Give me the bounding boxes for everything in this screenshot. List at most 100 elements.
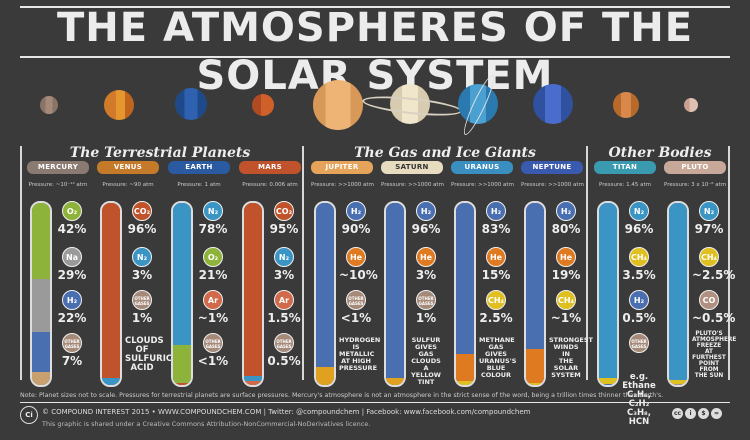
gas-entry: N₂ 3%	[267, 247, 301, 282]
composition-segment	[244, 375, 262, 382]
pressure-label: Pressure: 0.006 atm	[242, 182, 298, 188]
footer-rule	[20, 402, 730, 403]
gas-percentage: 95%	[269, 222, 299, 236]
uranus-illustration	[458, 84, 498, 124]
gas-entry: CH₄ ~2.5%	[692, 247, 736, 282]
gas-percentage: 1%	[131, 311, 153, 325]
footnote: Note: Planet sizes not to scale. Pressur…	[20, 392, 664, 399]
composition-segment	[456, 203, 474, 355]
gas-entry: OTHER GASES <1%	[196, 333, 230, 368]
gas-icon: Ar	[274, 290, 294, 310]
planet-note: HYDROGEN IS METALLIC AT HIGH PRESSURE	[339, 336, 381, 372]
gas-icon: Ar	[203, 290, 223, 310]
composition-segment	[456, 354, 474, 382]
composition-segment	[456, 381, 474, 385]
planet-note: METHANE GAS GIVES URANUS'S BLUE COLOUR	[479, 336, 517, 379]
gas-icon: CO₂	[132, 201, 152, 221]
gas-entry: He 19%	[549, 247, 583, 282]
gas-icon: OTHER GASES	[416, 290, 436, 310]
gas-icon: N₂	[274, 247, 294, 267]
composition-segment	[669, 203, 687, 380]
compound-interest-logo: Ci	[20, 406, 38, 424]
gas-icon: H₂	[62, 290, 82, 310]
gas-percentage: 1.5%	[267, 311, 301, 325]
gas-entry: CO₂ 95%	[267, 201, 301, 236]
pressure-label: Pressure: 3 x 10⁻⁶ atm	[664, 182, 727, 188]
composition-segment	[173, 203, 191, 345]
planet-name-label: MARS	[239, 161, 301, 174]
composition-bar	[100, 201, 122, 387]
gas-entry: CH₄ ~1%	[549, 290, 583, 325]
planet-name-label: TITAN	[594, 161, 656, 174]
pressure-label: Pressure: >>1000 atm	[381, 182, 444, 188]
gas-percentage: 2.5%	[479, 311, 513, 325]
gas-entry: CO ~0.5%	[692, 290, 735, 325]
gas-icon: He	[346, 247, 366, 267]
pluto-illustration	[684, 98, 698, 112]
gas-icon: N₂	[132, 247, 152, 267]
planet-column-jupiter: JUPITER Pressure: >>1000 atm H₂ 90% He ~10% OT…	[311, 161, 381, 387]
gas-entry: OTHER GASES 0.5%	[267, 333, 301, 368]
gas-icon: OTHER GASES	[346, 290, 366, 310]
composition-segment	[316, 366, 334, 385]
gas-icon: CO	[699, 290, 719, 310]
planet-column-titan: TITAN Pressure: 1.45 atm N₂ 96% CH₄ 3.5% H₂ 0.5…	[594, 161, 656, 427]
gas-entry: OTHER GASES 7%	[55, 333, 89, 368]
composition-segment	[244, 381, 262, 385]
planet-column-venus: VENUS Pressure: ~90 atm CO₂ 96% N₂ 3% OTHER GA…	[97, 161, 172, 387]
composition-bar	[524, 201, 546, 387]
gas-percentage: 42%	[57, 222, 87, 236]
composition-segment	[32, 203, 50, 280]
gas-percentage: ~1%	[550, 311, 582, 325]
gas-icon: He	[556, 247, 576, 267]
top-rule	[20, 6, 730, 8]
cc-icon: cc	[672, 408, 683, 419]
gas-entry: OTHER GASES 1%	[125, 290, 159, 325]
gas-percentage: ~1%	[197, 311, 229, 325]
gas-icon: H₂	[556, 201, 576, 221]
planet-name-label: MERCURY	[27, 161, 89, 174]
gas-entry: O₂ 21%	[196, 247, 230, 282]
gas-icon: O₂	[62, 201, 82, 221]
planet-name-label: JUPITER	[311, 161, 373, 174]
divider	[302, 146, 304, 380]
gas-percentage: 96%	[127, 222, 157, 236]
titan-illustration	[613, 92, 639, 118]
gas-percentage: 80%	[551, 222, 581, 236]
planet-column-mercury: MERCURY Pressure: ~10⁻¹⁴ atm O₂ 42% Na 29% H₂ 2…	[27, 161, 89, 387]
gas-icon: OTHER GASES	[203, 333, 223, 353]
gas-percentage: 0.5%	[622, 311, 656, 325]
composition-segment	[32, 372, 50, 385]
title-underline	[20, 56, 730, 58]
composition-segment	[669, 379, 687, 385]
earth-illustration	[175, 88, 207, 120]
gas-icon: CH₄	[556, 290, 576, 310]
gas-percentage: 29%	[57, 268, 87, 282]
composition-segment	[669, 384, 687, 385]
gas-entry: Ar 1.5%	[267, 290, 301, 325]
gas-icon: OTHER GASES	[62, 333, 82, 353]
composition-bar	[384, 201, 406, 387]
gas-entry: Ar ~1%	[196, 290, 230, 325]
section-gas-giants: The Gas and Ice Giants	[354, 145, 536, 161]
composition-bar	[30, 201, 52, 387]
pressure-label: Pressure: >>1000 atm	[311, 182, 374, 188]
noderivatives-icon: =	[711, 408, 722, 419]
planet-column-mars: MARS Pressure: 0.006 atm CO₂ 95% N₂ 3% Ar 1.5% O…	[239, 161, 301, 387]
section-other-bodies: Other Bodies	[608, 145, 712, 161]
planet-note: PLUTO'S ATMOSPHERE FREEZE AT FURTHEST PO…	[692, 331, 737, 379]
gas-icon: Na	[62, 247, 82, 267]
composition-segment	[244, 203, 262, 376]
gas-percentage: 22%	[57, 311, 87, 325]
composition-segment	[32, 279, 50, 333]
planet-name-label: URANUS	[451, 161, 513, 174]
composition-segment	[102, 377, 120, 385]
gas-icon: OTHER GASES	[629, 333, 649, 353]
gas-entry: OTHER GASES 1%	[409, 290, 443, 325]
gas-percentage: ~2.5%	[692, 268, 736, 282]
pressure-label: Pressure: >>1000 atm	[451, 182, 514, 188]
mars-illustration	[252, 94, 274, 116]
planet-column-pluto: PLUTO Pressure: 3 x 10⁻⁶ atm N₂ 97% CH₄ ~2.5%…	[664, 161, 737, 387]
gas-entry: He ~10%	[339, 247, 378, 282]
footer-license: This graphic is shared under a Creative …	[42, 420, 371, 428]
